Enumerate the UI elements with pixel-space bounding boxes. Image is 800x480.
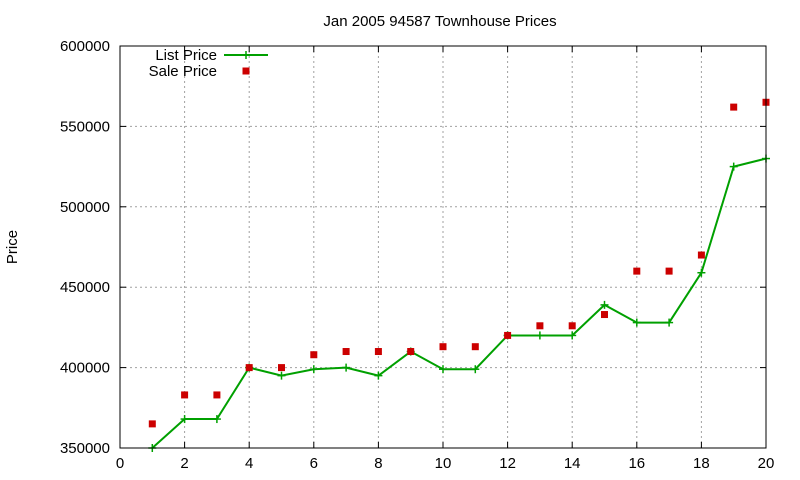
list-price-point (439, 365, 447, 374)
y-axis-label: Price (4, 230, 21, 264)
sale-price-point (310, 351, 318, 359)
legend-item-sale-price: Sale Price (149, 63, 250, 80)
sale-price-point (439, 343, 447, 351)
list-price-point (697, 268, 706, 277)
y-tick-labels: 350000 400000 450000 500000 550000 600000 (60, 38, 110, 457)
sale-price-point (213, 391, 221, 399)
list-price-point (568, 331, 577, 340)
sale-price-point (374, 348, 382, 356)
sale-price-point (568, 322, 576, 330)
y-tick-label: 500000 (60, 199, 110, 216)
x-tick-label: 16 (628, 455, 645, 472)
sale-price-point (342, 348, 350, 356)
data-series (148, 98, 770, 452)
legend-label: List Price (155, 47, 217, 64)
legend-item-list-price: List Price (155, 47, 268, 64)
axis-ticks (119, 45, 767, 449)
sale-price-point (504, 331, 512, 339)
y-tick-label: 550000 (60, 118, 110, 135)
sale-price-point (665, 267, 673, 275)
x-tick-labels: 0 2 4 6 8 10 12 14 16 18 20 (116, 455, 775, 472)
sale-price-point (536, 322, 544, 330)
x-tick-label: 0 (116, 455, 124, 472)
list-price-line (151, 157, 767, 449)
list-price-point (374, 371, 383, 380)
x-tick-label: 14 (564, 455, 581, 472)
sale-price-point (601, 311, 608, 319)
plot-frame (119, 45, 767, 449)
legend-marker (242, 51, 250, 59)
list-price-point (212, 415, 221, 424)
list-price-point (180, 415, 189, 424)
list-price-point (600, 300, 609, 309)
list-price-point (632, 318, 641, 327)
sale-price-point (181, 391, 189, 399)
chart-title: Jan 2005 94587 Townhouse Prices (323, 13, 556, 30)
sale-price-point (730, 103, 738, 111)
sale-price-point (148, 420, 156, 428)
list-price-point (309, 365, 318, 374)
series-sale-price (148, 98, 770, 428)
sale-price-point (278, 364, 285, 372)
sale-price-point (697, 251, 705, 259)
y-tick-label: 450000 (60, 279, 110, 296)
x-tick-label: 20 (758, 455, 775, 472)
x-tick-label: 4 (245, 455, 253, 472)
x-tick-label: 6 (310, 455, 318, 472)
y-tick-label: 600000 (60, 38, 110, 55)
list-price-point (665, 318, 674, 327)
legend-marker (242, 67, 250, 75)
sale-price-point (245, 364, 253, 372)
list-price-point (277, 371, 286, 380)
list-price-point (729, 162, 738, 171)
list-price-point (471, 365, 480, 374)
x-tick-label: 10 (435, 455, 452, 472)
sale-price-point (407, 348, 415, 356)
grid-lines (120, 46, 766, 448)
x-tick-label: 2 (180, 455, 188, 472)
y-tick-label: 400000 (60, 360, 110, 377)
list-price-point (535, 331, 544, 340)
x-tick-label: 18 (693, 455, 710, 472)
sale-price-point (633, 267, 641, 275)
x-tick-label: 12 (499, 455, 516, 472)
series-list-price (148, 154, 770, 452)
x-tick-label: 8 (374, 455, 382, 472)
list-price-point (342, 363, 351, 372)
y-tick-label: 350000 (60, 440, 110, 457)
sale-price-point (471, 343, 479, 351)
legend-label: Sale Price (149, 63, 217, 80)
